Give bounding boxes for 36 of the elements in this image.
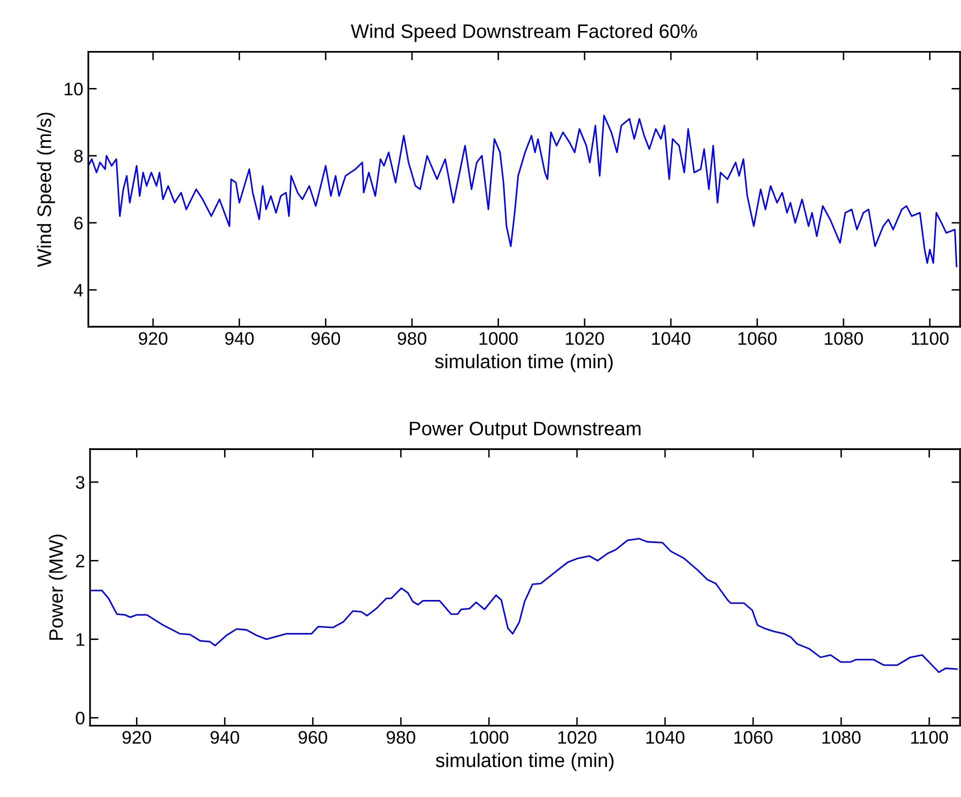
x-tick-label: 1080 (822, 731, 861, 744)
x-tick-label: 1100 (912, 332, 949, 345)
x-tick-label: 940 (225, 332, 254, 345)
x-tick-label: 1080 (824, 332, 863, 345)
y-tick-label: 0 (76, 712, 84, 725)
y-tick-label: 3 (76, 476, 84, 489)
x-tick-label: 1040 (646, 731, 684, 744)
x-tick-label: 1040 (652, 332, 690, 345)
x-tick-label: 980 (386, 731, 416, 744)
x-tick-label: 1100 (911, 731, 948, 744)
y-tick-label: 1 (76, 633, 84, 646)
y-tick-label: 10 (64, 82, 83, 96)
x-tick-label: 960 (298, 731, 328, 744)
x-tick-label: 1000 (470, 731, 508, 744)
x-tick-label: 1060 (734, 731, 772, 744)
chart-title: Wind Speed Downstream Factored 60% (350, 24, 697, 42)
y-axis-title: Power (MW) (48, 534, 67, 640)
x-tick-label: 1060 (738, 332, 777, 345)
x-tick-label: 920 (122, 731, 152, 744)
x-axis-title: simulation time (min) (435, 354, 613, 372)
x-tick-label: 960 (311, 332, 340, 345)
x-tick-label: 980 (398, 332, 426, 345)
y-tick-label: 2 (76, 554, 84, 568)
line-series (88, 114, 958, 268)
x-tick-label: 940 (210, 731, 240, 744)
y-tick-label: 4 (74, 284, 83, 296)
chart-title: Power Output Downstream (410, 422, 640, 440)
y-axis-title: Wind Speed (m/s) (36, 112, 56, 267)
x-tick-label: 920 (138, 332, 168, 345)
line-series (91, 538, 958, 674)
x-tick-label: 1020 (566, 332, 604, 345)
x-tick-label: 1000 (480, 332, 518, 345)
x-tick-label: 1020 (558, 731, 596, 744)
y-tick-label: 8 (74, 150, 83, 162)
x-axis-title: simulation time (min) (436, 752, 614, 772)
y-tick-label: 6 (74, 216, 83, 230)
